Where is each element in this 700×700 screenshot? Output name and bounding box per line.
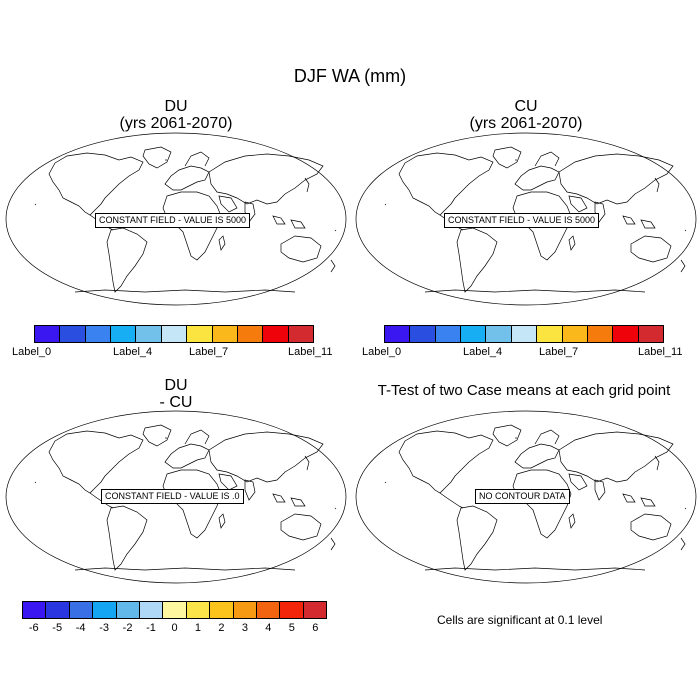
diff-colorbar-label-6: 0 (171, 622, 178, 634)
diff-panel-title: DU - CU (76, 377, 276, 411)
cu-colorbar-swatch-7 (562, 326, 588, 342)
du-colorbar-swatch-0 (35, 326, 61, 342)
diff-colorbar-label-0: -6 (28, 622, 39, 634)
cu-colorbar-swatch-2 (435, 326, 462, 342)
cu-colorbar-swatch-3 (461, 326, 487, 342)
ttest-no-contour-box: NO CONTOUR DATA (475, 489, 570, 504)
diff-colorbar-swatch-8 (210, 602, 234, 618)
diff-colorbar-swatch-11 (280, 602, 304, 618)
du-colorbar-swatch-9 (263, 326, 289, 342)
cu-colorbar-label-11: Label_11 (638, 346, 683, 358)
du-colorbar (34, 325, 314, 343)
diff-colorbar-swatch-3 (93, 602, 117, 618)
diff-colorbar-label-12: 6 (312, 622, 319, 634)
diff-colorbar-label-10: 4 (265, 622, 272, 634)
cu-colorbar (384, 325, 664, 343)
cu-colorbar-swatch-1 (410, 326, 436, 342)
du-colorbar-swatch-5 (161, 326, 188, 342)
du-colorbar-swatch-4 (136, 326, 162, 342)
diff-colorbar-label-9: 3 (241, 622, 248, 634)
diff-colorbar-label-7: 1 (194, 622, 202, 634)
diff-colorbar-swatch-4 (116, 602, 140, 618)
diff-constant-field-box: CONSTANT FIELD - VALUE IS .0 (101, 489, 244, 504)
ttest-panel-title: T-Test of two Case means at each grid po… (377, 382, 671, 399)
cu-colorbar-swatch-5 (511, 326, 538, 342)
cu-colorbar-label-7: Label_7 (539, 346, 579, 358)
diff-colorbar-swatch-0 (23, 602, 47, 618)
diff-colorbar-swatch-9 (233, 602, 257, 618)
du-colorbar-swatch-7 (212, 326, 238, 342)
cu-title-line2: (yrs 2061-2070) (469, 115, 583, 132)
main-title: DJF WA (mm) (293, 66, 407, 86)
diff-colorbar-label-1: -5 (52, 622, 63, 634)
du-title-line1: DU (164, 98, 188, 115)
du-colorbar-swatch-1 (60, 326, 86, 342)
du-colorbar-swatch-6 (187, 326, 213, 342)
cu-colorbar-swatch-8 (587, 326, 614, 342)
diff-colorbar-swatch-12 (303, 602, 327, 618)
cu-title-line1: CU (514, 98, 538, 115)
cu-colorbar-swatch-9 (613, 326, 639, 342)
du-colorbar-swatch-3 (111, 326, 137, 342)
diff-colorbar-label-3: -3 (99, 622, 109, 634)
du-colorbar-swatch-8 (237, 326, 264, 342)
du-colorbar-label-11: Label_11 (288, 346, 333, 358)
significance-note: Cells are significant at 0.1 level (437, 613, 603, 627)
cu-colorbar-label-4: Label_4 (463, 346, 503, 358)
diff-title-line1: DU (164, 377, 188, 394)
diff-colorbar-label-11: 5 (288, 622, 295, 634)
diff-colorbar-label-2: -4 (75, 622, 86, 634)
diff-colorbar-label-5: -1 (146, 622, 156, 634)
diff-colorbar-label-4: -2 (122, 622, 133, 634)
du-colorbar-label-0: Label_0 (12, 346, 52, 358)
diff-colorbar-swatch-6 (163, 602, 187, 618)
cu-colorbar-label-0: Label_0 (362, 346, 402, 358)
du-panel-title: DU (yrs 2061-2070) (76, 98, 276, 132)
cu-colorbar-swatch-0 (385, 326, 411, 342)
diff-colorbar-label-8: 2 (218, 622, 225, 634)
diff-colorbar-swatch-10 (256, 602, 281, 618)
cu-colorbar-swatch-10 (638, 326, 663, 342)
diff-colorbar-swatch-7 (186, 602, 211, 618)
du-colorbar-swatch-2 (85, 326, 112, 342)
du-colorbar-label-7: Label_7 (189, 346, 229, 358)
du-colorbar-swatch-10 (288, 326, 313, 342)
cu-constant-field-box: CONSTANT FIELD - VALUE IS 5000 (444, 213, 600, 228)
du-constant-field-box: CONSTANT FIELD - VALUE IS 5000 (95, 213, 251, 228)
cu-panel-title: CU (yrs 2061-2070) (426, 98, 626, 132)
diff-colorbar (22, 601, 327, 619)
diff-colorbar-swatch-5 (139, 602, 164, 618)
cu-colorbar-swatch-4 (486, 326, 512, 342)
du-title-line2: (yrs 2061-2070) (119, 115, 233, 132)
diff-colorbar-swatch-1 (46, 602, 70, 618)
diff-colorbar-swatch-2 (69, 602, 94, 618)
cu-colorbar-swatch-6 (537, 326, 563, 342)
du-colorbar-label-4: Label_4 (113, 346, 153, 358)
diff-title-line2: - CU (159, 394, 193, 411)
